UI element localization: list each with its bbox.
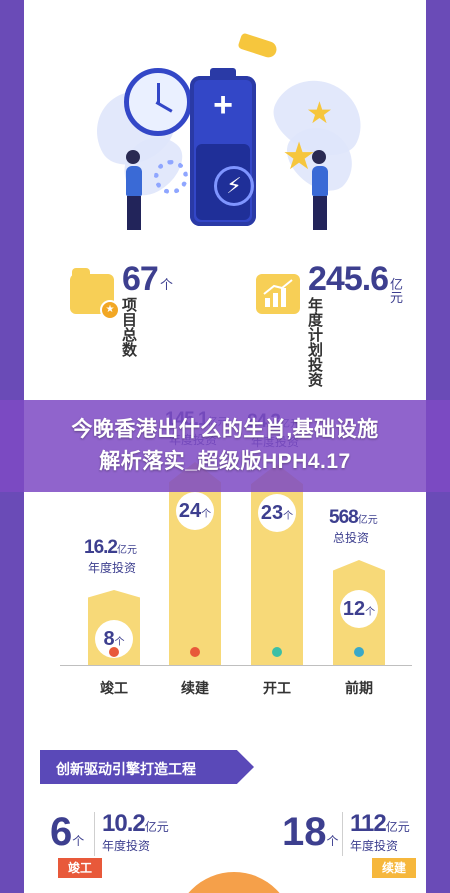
annual-investment-unit: 亿元 bbox=[390, 277, 404, 305]
bar-sublabel-1: 年度投资 bbox=[88, 561, 137, 575]
category-label-2: 续建 bbox=[181, 680, 209, 696]
rocket-icon bbox=[237, 32, 279, 60]
hero-illustration: + ⚡ ★ ★ bbox=[24, 0, 426, 230]
lightning-bolt-icon: ⚡ bbox=[214, 166, 254, 206]
rising-bars-icon bbox=[263, 279, 293, 307]
star-icon: ★ bbox=[306, 97, 333, 130]
clock-icon bbox=[124, 68, 192, 136]
battery-cap bbox=[210, 68, 236, 78]
bar-count-2: 24个 bbox=[176, 492, 214, 530]
bottom-left-investment: 10.2亿元 bbox=[102, 810, 169, 837]
bottom-right-tag: 续建 bbox=[372, 858, 417, 878]
section-header: 创新驱动引擎打造工程 bbox=[40, 750, 254, 784]
divider-line bbox=[94, 812, 95, 856]
bottom-right-label: 年度投资 bbox=[350, 839, 399, 853]
section-title: 创新驱动引擎打造工程 bbox=[56, 761, 196, 777]
banner-title-line2[interactable]: 解析落实_超级版HPH4.17 bbox=[99, 450, 351, 473]
category-label-3: 开工 bbox=[263, 680, 291, 696]
bar-value-1: 16.2亿元 bbox=[84, 537, 137, 558]
bar-count-4: 12个 bbox=[340, 590, 378, 628]
project-count-value: 67 bbox=[122, 260, 159, 298]
bar-dot-2 bbox=[190, 647, 200, 657]
plus-icon: + bbox=[213, 86, 233, 124]
bar-dot-4 bbox=[354, 647, 364, 657]
folder-star-icon: ★ bbox=[70, 268, 120, 320]
bar-dot-3 bbox=[272, 647, 282, 657]
bottom-right-investment: 112亿元 bbox=[350, 810, 410, 837]
battery-charge-area: ⚡ bbox=[196, 144, 254, 220]
star-icon: ★ bbox=[282, 136, 317, 178]
person-left bbox=[126, 150, 142, 230]
bar-value-4: 568亿元 bbox=[329, 507, 378, 528]
banner-title-line1[interactable]: 今晚香港出什么的生肖,基础设施 bbox=[71, 418, 379, 441]
gear-icon bbox=[154, 160, 188, 194]
growth-chart-icon bbox=[256, 274, 300, 314]
bottom-left-label: 年度投资 bbox=[102, 839, 151, 853]
annual-investment-value: 245.6 bbox=[308, 260, 389, 298]
chart-baseline bbox=[60, 665, 412, 666]
banner-title[interactable]: 今晚香港出什么的生肖,基础设施 解析落实_超级版HPH4.17 bbox=[0, 414, 450, 478]
annual-investment-label: 年度计划投资 bbox=[308, 297, 324, 389]
bottom-left-count: 6个 bbox=[50, 810, 85, 854]
project-count-unit: 个 bbox=[160, 277, 174, 292]
bottom-right-count: 18个 bbox=[282, 810, 339, 854]
bottom-arc-shape bbox=[174, 872, 294, 893]
person-right bbox=[312, 150, 328, 230]
project-count-label: 项目总数 bbox=[122, 297, 138, 359]
divider-line bbox=[342, 812, 343, 856]
bar-count-3: 23个 bbox=[258, 494, 296, 532]
bar-sublabel-4: 总投资 bbox=[333, 531, 370, 545]
bar-dot-1 bbox=[109, 647, 119, 657]
battery-icon: + ⚡ bbox=[190, 76, 256, 226]
bottom-left-tag: 竣工 bbox=[58, 858, 103, 878]
category-label-1: 竣工 bbox=[100, 680, 128, 696]
title-banner[interactable]: 今晚香港出什么的生肖,基础设施 解析落实_超级版HPH4.17 bbox=[0, 400, 450, 492]
category-label-4: 前期 bbox=[345, 680, 373, 696]
